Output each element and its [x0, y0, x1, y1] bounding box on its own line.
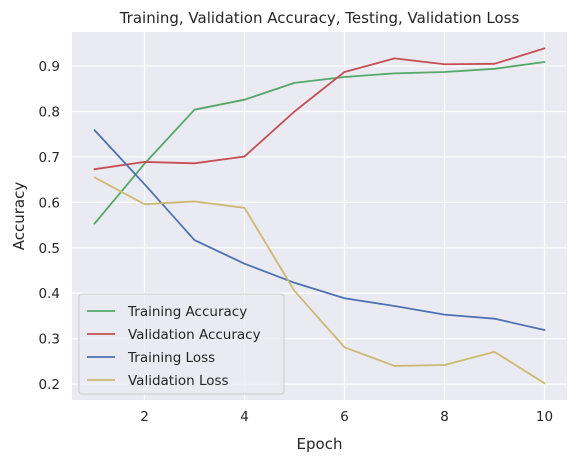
legend-label-training-accuracy: Training Accuracy [127, 304, 247, 320]
y-axis-label: Accuracy [10, 182, 28, 251]
series-lines [93, 47, 546, 385]
y-tick-label: 0.5 [39, 241, 60, 257]
y-tick-label: 0.3 [39, 332, 60, 348]
x-tick-labels: 2 4 6 8 10 [140, 409, 553, 425]
series-line-training-accuracy [93, 61, 546, 225]
x-tick-label: 4 [240, 409, 249, 425]
legend-label-validation-accuracy: Validation Accuracy [128, 327, 261, 343]
series-line-training-loss [93, 129, 546, 331]
y-tick-label: 0.4 [39, 286, 60, 302]
x-tick-label: 2 [140, 409, 149, 425]
chart-title: Training, Validation Accuracy, Testing, … [119, 9, 520, 27]
series-line-validation-loss [93, 176, 546, 385]
y-tick-label: 0.6 [39, 195, 60, 211]
y-tick-label: 0.7 [39, 150, 60, 166]
x-tick-label: 8 [440, 409, 449, 425]
y-tick-label: 0.8 [39, 105, 60, 121]
legend: Training Accuracy Validation Accuracy Trai… [78, 293, 285, 395]
series-line-validation-accuracy [93, 47, 546, 171]
y-tick-labels: 0.2 0.3 0.4 0.5 0.6 0.7 0.8 0.9 [39, 59, 60, 393]
x-axis-label: Epoch [297, 435, 343, 453]
grid [72, 32, 567, 400]
legend-box [78, 293, 285, 395]
y-tick-label: 0.9 [39, 59, 60, 75]
x-tick-label: 10 [536, 409, 553, 425]
legend-label-validation-loss: Validation Loss [128, 373, 229, 389]
legend-label-training-loss: Training Loss [127, 350, 215, 366]
y-tick-label: 0.2 [39, 377, 60, 393]
x-tick-label: 6 [340, 409, 349, 425]
